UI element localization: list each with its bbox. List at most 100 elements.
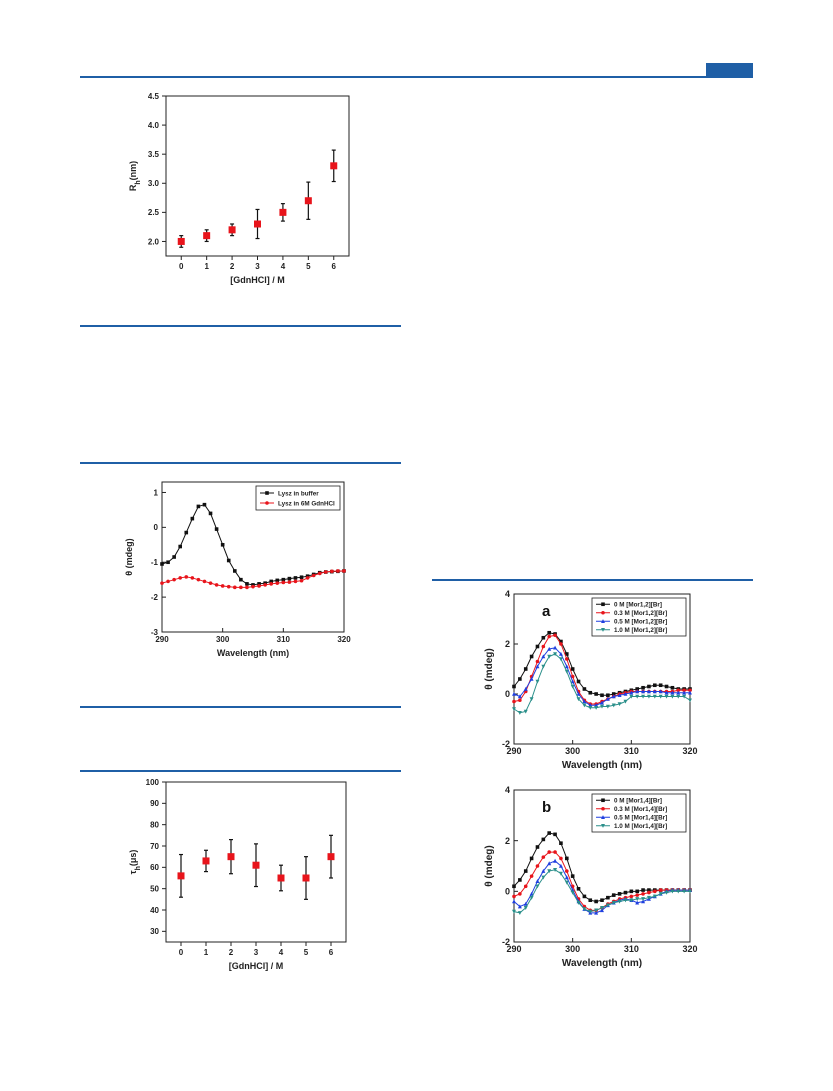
y-tick-label: 40 [150, 906, 159, 915]
data-point [605, 696, 610, 701]
data-point [517, 694, 522, 699]
data-point [588, 898, 593, 902]
data-point [564, 669, 569, 674]
legend-box [255, 485, 341, 511]
data-point [518, 878, 522, 882]
data-point [670, 690, 675, 695]
data-point [670, 889, 675, 894]
data-point [559, 642, 563, 646]
data-point [623, 699, 628, 704]
data-point [611, 694, 616, 699]
data-point [239, 585, 243, 590]
data-point [594, 692, 598, 696]
data-point [676, 690, 681, 695]
data-point [629, 898, 634, 903]
data-point [570, 684, 575, 689]
data-point [559, 856, 563, 861]
series-0 [512, 630, 692, 698]
data-point [529, 856, 534, 861]
data-point [523, 884, 528, 889]
section-rule-3 [80, 706, 401, 708]
data-point [664, 890, 669, 895]
data-point [287, 576, 292, 581]
series-0 [177, 149, 338, 248]
data-point [652, 689, 657, 694]
data-point [553, 633, 557, 638]
data-point [653, 889, 657, 894]
data-point [553, 850, 557, 854]
data-point [202, 857, 210, 865]
data-point [646, 689, 651, 694]
data-point [541, 644, 546, 649]
data-point [160, 562, 164, 566]
legend-marker [265, 501, 269, 505]
data-point [558, 657, 563, 662]
data-point [178, 576, 182, 580]
data-point [327, 853, 335, 861]
section-rule-2 [80, 462, 401, 464]
data-point [582, 687, 587, 691]
data-point [342, 569, 346, 573]
data-point [676, 889, 681, 894]
section-rule-4 [80, 770, 401, 772]
data-point [269, 582, 274, 586]
data-point [664, 684, 669, 689]
data-point [512, 909, 516, 914]
data-point [281, 577, 286, 582]
legend-marker [601, 798, 605, 803]
legend-label: 0.3 M [Mor1,4][Br] [614, 806, 667, 813]
data-point [629, 694, 634, 699]
x-tick-label: 2 [229, 948, 234, 957]
data-point [611, 703, 616, 708]
series-1 [160, 569, 346, 590]
data-point [658, 892, 663, 897]
series-line [513, 832, 690, 902]
y-tick-label: 4 [505, 589, 510, 599]
data-point [564, 875, 569, 880]
data-point [635, 689, 640, 694]
data-point [541, 837, 546, 842]
data-point [336, 569, 340, 573]
data-point [523, 667, 528, 671]
x-tick-label: 290 [506, 746, 521, 756]
data-point [196, 577, 201, 582]
data-point [647, 888, 651, 892]
y-tick-label: 4 [505, 785, 510, 795]
data-point [594, 910, 599, 915]
data-point [239, 577, 243, 582]
data-point [570, 874, 575, 878]
data-point [279, 208, 287, 216]
data-point [570, 667, 575, 671]
x-tick-label: 300 [216, 635, 230, 644]
data-point [541, 855, 546, 859]
series-1 [512, 850, 692, 913]
y-tick-label: -1 [151, 558, 159, 567]
data-point [629, 690, 634, 695]
data-point [600, 898, 604, 902]
data-point [214, 583, 219, 587]
data-point [647, 684, 651, 689]
data-point [547, 869, 552, 874]
data-point [600, 906, 604, 910]
y-tick-label: 0 [505, 886, 510, 896]
y-tick-label: 2 [505, 836, 510, 846]
x-tick-label: 6 [332, 262, 337, 271]
data-point [512, 707, 516, 712]
x-tick-label: 6 [329, 948, 334, 957]
data-point [517, 710, 522, 715]
data-point [576, 900, 581, 905]
data-point [605, 704, 610, 709]
data-point [547, 861, 552, 866]
data-point [611, 893, 616, 897]
data-point [305, 576, 310, 580]
data-point [682, 889, 687, 894]
y-tick-label: 30 [150, 927, 159, 936]
x-tick-label: 5 [306, 262, 311, 271]
data-point [518, 892, 522, 896]
legend-marker [601, 619, 605, 624]
y-axis-label: θ (mdeg) [484, 845, 495, 887]
legend-label: 1.0 M [Mor1,2][Br] [614, 627, 667, 634]
data-point [523, 901, 528, 906]
data-point [160, 581, 164, 585]
x-tick-label: 320 [682, 746, 697, 756]
